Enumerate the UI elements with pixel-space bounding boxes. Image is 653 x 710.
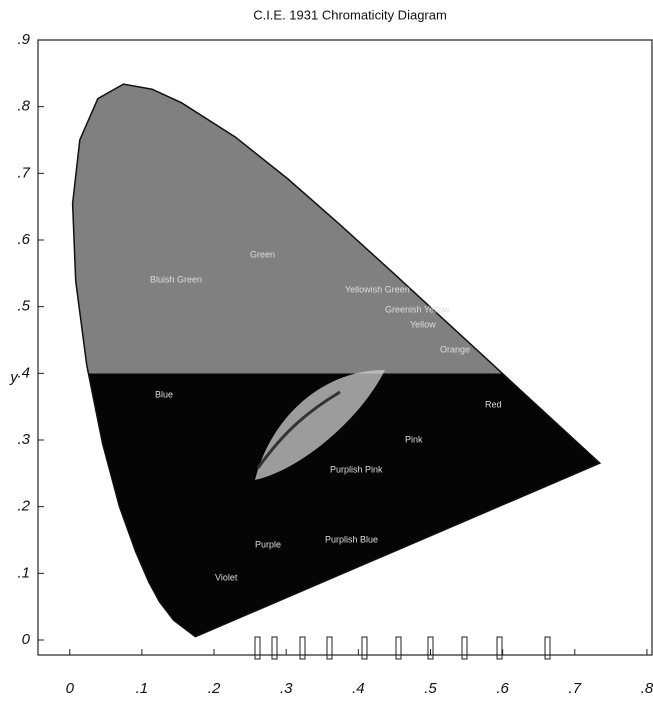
chart: C.I.E. 1931 Chromaticity Diagram y 0.1.2… [0, 0, 653, 710]
y-tick-label: .3 [17, 431, 30, 448]
region-label: Green [250, 249, 275, 259]
x-tick-label: .3 [280, 680, 293, 697]
x-tick-label: .2 [208, 680, 221, 697]
sample-box [272, 637, 277, 659]
y-tick-label: .9 [17, 31, 30, 48]
region-label: Red [485, 399, 502, 409]
y-tick-label: .7 [17, 164, 30, 181]
x-tick-label: .7 [569, 680, 582, 697]
y-tick-label: .5 [17, 298, 30, 315]
chart-title: C.I.E. 1931 Chromaticity Diagram [253, 7, 447, 22]
region-label: Purple [255, 539, 281, 549]
x-tick-label: .4 [352, 680, 365, 697]
sample-box [545, 637, 550, 659]
page: C.I.E. 1931 Chromaticity Diagram y 0.1.2… [0, 0, 653, 710]
region-label: Purplish Pink [330, 464, 383, 474]
region-label: Yellowish Green [345, 284, 410, 294]
x-tick-label: .1 [136, 680, 149, 697]
y-tick-label: .4 [17, 364, 30, 381]
y-tick-label: .1 [17, 564, 30, 581]
y-tick-label: .6 [17, 231, 30, 248]
x-tick-label: 0 [66, 680, 75, 697]
sample-box [462, 637, 467, 659]
region-label: Violet [215, 572, 238, 582]
x-tick-label: .5 [424, 680, 437, 697]
region-label: Blue [155, 389, 173, 399]
region-label: Greenish Yellow [385, 304, 450, 314]
y-tick-label: .2 [17, 498, 30, 515]
region-label: Bluish Green [150, 274, 202, 284]
sample-box [362, 637, 367, 659]
spectral-locus [73, 84, 600, 637]
region-label: Orange [440, 344, 470, 354]
y-tick-label: 0 [22, 631, 31, 648]
sample-box [396, 637, 401, 659]
y-tick-label: .8 [17, 98, 30, 115]
region-label: Pink [405, 434, 423, 444]
x-tick-label: .6 [496, 680, 509, 697]
sample-box [497, 637, 502, 659]
region-label: Yellow [410, 319, 436, 329]
sample-box [327, 637, 332, 659]
sample-box [428, 637, 433, 659]
sample-box [255, 637, 260, 659]
x-tick-label: .8 [641, 680, 653, 697]
sample-box [300, 637, 305, 659]
region-label: Purplish Blue [325, 534, 378, 544]
